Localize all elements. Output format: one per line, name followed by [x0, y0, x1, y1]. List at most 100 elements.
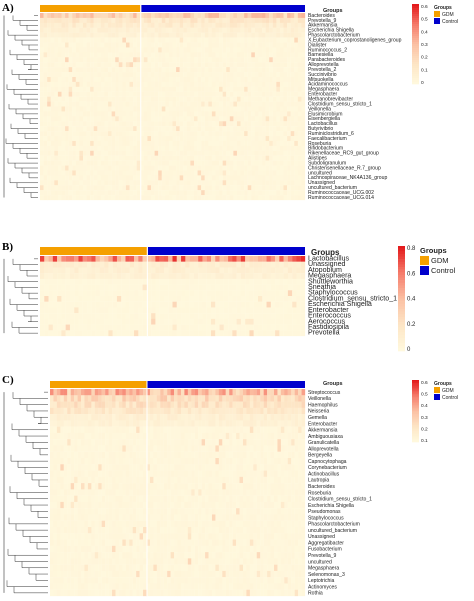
heatmap-cell	[265, 165, 270, 171]
heatmap-cell	[283, 126, 288, 132]
heatmap-cell	[215, 42, 220, 48]
heatmap-cell	[134, 313, 139, 319]
heatmap-cell	[147, 91, 152, 97]
heatmap-cell	[206, 278, 212, 285]
heatmap-cell	[95, 290, 100, 297]
heatmap-cell	[290, 76, 295, 83]
heatmap-cell	[256, 464, 261, 471]
dendrogram-link	[14, 35, 28, 41]
heatmap-cell	[97, 121, 102, 127]
heatmap-cell	[122, 407, 126, 415]
heatmap-cell	[191, 432, 195, 440]
heatmap-cell	[272, 136, 277, 142]
heatmap-cell	[177, 439, 182, 446]
heatmap-cell	[215, 414, 220, 421]
heatmap-cell	[287, 106, 291, 112]
heatmap-cell	[176, 160, 180, 166]
heatmap-cell	[265, 126, 270, 132]
heatmap-cell	[54, 131, 59, 137]
heatmap-cell	[174, 414, 178, 421]
heatmap-cell	[125, 136, 130, 142]
heatmap-cell	[247, 150, 252, 156]
heatmap-cell	[65, 155, 69, 161]
heatmap-cell	[143, 96, 148, 102]
heatmap-cell	[272, 145, 277, 151]
heatmap-cell	[211, 414, 216, 421]
heatmap-cell	[258, 67, 263, 73]
panel-b-row-dendrogram	[3, 258, 38, 334]
heatmap-cell	[143, 175, 148, 181]
heatmap-cell	[301, 180, 306, 186]
heatmap-cell	[79, 195, 84, 201]
heatmap-cell	[50, 470, 54, 477]
heatmap-cell	[187, 439, 192, 446]
heatmap-cell	[158, 180, 162, 186]
dendrogram-link	[11, 69, 34, 75]
heatmap-cell	[249, 458, 254, 465]
row-label: Veillonella	[308, 106, 331, 112]
heatmap-cell	[138, 273, 143, 279]
heatmap-cell	[233, 160, 238, 166]
heatmap-cell	[183, 121, 187, 127]
heatmap-cell	[179, 106, 184, 112]
heatmap-cell	[50, 458, 54, 465]
heatmap-cell	[287, 91, 291, 97]
color-scale-step	[398, 309, 405, 312]
color-scale-step	[398, 335, 405, 339]
heatmap-cell	[283, 101, 288, 107]
heatmap-cell	[67, 426, 71, 434]
heatmap-cell	[72, 170, 76, 176]
heatmap-cell	[125, 185, 130, 191]
heatmap-cell	[79, 42, 84, 48]
heatmap-cell	[68, 170, 73, 176]
heatmap-cell	[262, 136, 266, 142]
heatmap-cell	[151, 32, 155, 38]
heatmap-cell	[50, 165, 55, 171]
heatmap-cell	[211, 395, 216, 402]
heatmap-cell	[52, 261, 58, 268]
heatmap-cell	[161, 47, 166, 53]
heatmap-cell	[287, 261, 293, 268]
heatmap-cell	[174, 426, 178, 434]
heatmap-cell	[185, 278, 190, 285]
legend-swatch-control	[420, 266, 429, 275]
heatmap-cell	[158, 160, 162, 166]
heatmap-cell	[147, 76, 152, 83]
heatmap-cell	[205, 432, 209, 440]
heatmap-cell	[222, 451, 226, 459]
heatmap-cell	[133, 131, 137, 137]
heatmap-cell	[190, 195, 195, 201]
heatmap-cell	[179, 136, 184, 142]
heatmap-cell	[61, 256, 66, 262]
heatmap-cell	[202, 318, 207, 325]
heatmap-cell	[253, 301, 259, 308]
heatmap-cell	[65, 17, 69, 23]
heatmap-cell	[108, 190, 112, 196]
heatmap-cell	[43, 145, 48, 151]
heatmap-cell	[93, 106, 98, 112]
heatmap-cell	[43, 190, 48, 196]
heatmap-cell	[193, 67, 198, 73]
heatmap-cell	[279, 101, 284, 107]
heatmap-cell	[279, 307, 284, 314]
heatmap-cell	[122, 116, 127, 122]
heatmap-cell	[104, 307, 109, 314]
heatmap-cell	[158, 140, 162, 147]
heatmap-cell	[233, 155, 238, 161]
heatmap-cell	[245, 296, 250, 302]
heatmap-cell	[133, 190, 137, 196]
heatmap-cell	[236, 318, 242, 325]
heatmap-cell	[197, 150, 202, 156]
heatmap-cell	[48, 296, 53, 302]
heatmap-cell	[176, 140, 180, 147]
heatmap-cell	[69, 267, 75, 274]
heatmap-cell	[240, 307, 246, 314]
heatmap-cell	[284, 432, 288, 440]
heatmap-cell	[104, 81, 109, 87]
dendrogram-link	[35, 574, 44, 581]
heatmap-cell	[146, 261, 152, 268]
heatmap-cell	[228, 301, 233, 308]
heatmap-cell	[129, 278, 135, 285]
color-scale-step	[412, 34, 419, 37]
heatmap-cell	[279, 136, 284, 142]
